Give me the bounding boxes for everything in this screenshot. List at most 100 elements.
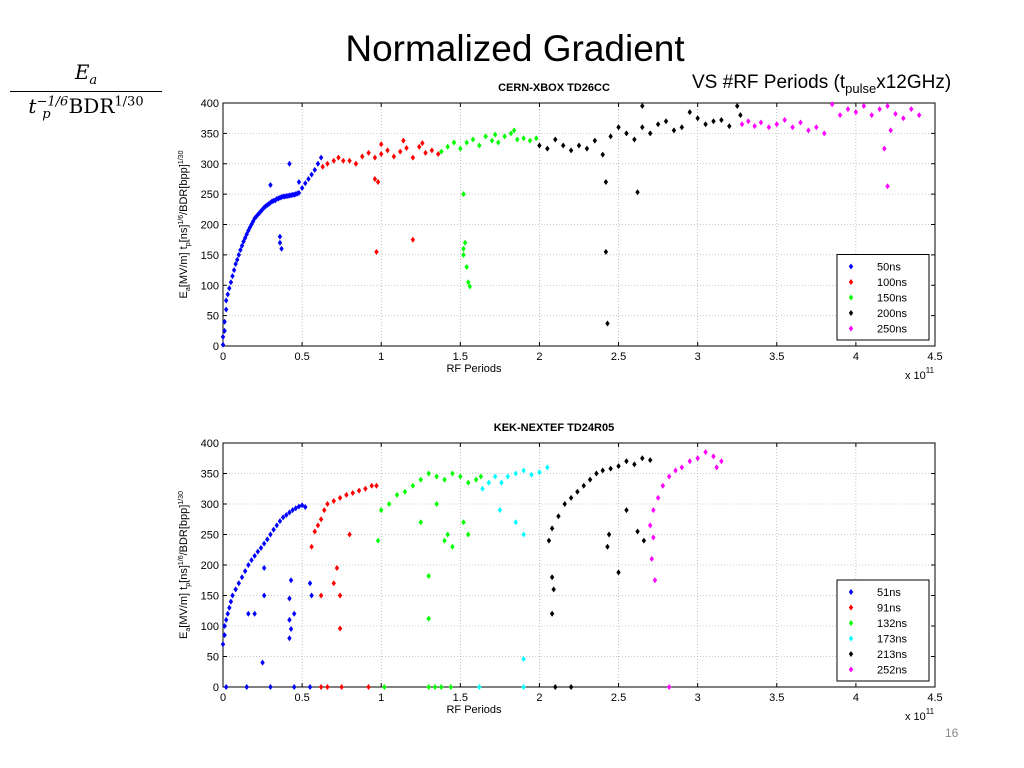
data-point: [553, 684, 558, 690]
data-point: [236, 251, 242, 258]
data-point: [581, 482, 586, 489]
x-tick-label: 0.5: [294, 692, 309, 704]
y-tick-label: 300: [201, 499, 219, 511]
legend-marker: [848, 325, 854, 332]
data-point: [673, 467, 678, 474]
data-point: [337, 494, 343, 501]
data-point: [394, 491, 400, 498]
data-point: [277, 518, 283, 525]
y-tick-label: 400: [201, 98, 219, 110]
data-point: [222, 623, 227, 629]
data-point: [549, 525, 555, 532]
data-point: [432, 684, 438, 690]
data-point: [379, 507, 384, 514]
data-point: [220, 341, 226, 348]
data-point: [790, 124, 795, 131]
data-point: [331, 157, 336, 164]
data-point: [466, 279, 471, 286]
data-point: [223, 684, 229, 690]
data-point: [222, 327, 227, 334]
data-point: [287, 160, 292, 167]
legend-marker: [848, 294, 854, 301]
data-point: [356, 487, 362, 494]
data-point: [521, 467, 526, 474]
x-tick-label: 0.5: [294, 351, 309, 363]
y-tick-label: 150: [201, 591, 219, 603]
data-point: [290, 507, 295, 514]
legend-marker: [848, 279, 854, 285]
data-point: [549, 574, 555, 581]
data-point: [687, 109, 692, 116]
data-point: [861, 103, 866, 110]
data-point: [451, 139, 457, 146]
data-point: [687, 458, 692, 465]
legend-marker: [848, 310, 854, 316]
legend-label: 132ns: [877, 618, 907, 630]
data-point: [679, 464, 685, 471]
data-point: [374, 482, 379, 489]
x-tick-label: 1.5: [453, 692, 468, 704]
x-tick-label: 2.5: [611, 692, 626, 704]
data-point: [651, 507, 656, 514]
data-point: [545, 145, 550, 152]
data-point: [461, 519, 466, 526]
slide-subtitle: VS #RF Periods (tpulsex12GHz): [692, 72, 952, 96]
data-point: [339, 684, 344, 690]
data-point: [303, 504, 308, 511]
data-point: [331, 580, 336, 587]
data-point: [546, 537, 552, 544]
data-point: [307, 684, 313, 690]
data-point: [385, 147, 390, 154]
x-axis-label: RF Periods: [446, 363, 502, 375]
data-point: [600, 151, 605, 158]
y-tick-label: 0: [213, 341, 219, 353]
data-point: [225, 291, 230, 298]
data-point: [632, 136, 637, 143]
data-point: [426, 615, 431, 622]
data-point: [605, 320, 610, 327]
data-point: [233, 260, 238, 267]
data-point: [450, 470, 455, 477]
data-point: [227, 285, 232, 292]
x-tick-label: 0: [220, 692, 226, 704]
legend-label: 200ns: [877, 308, 907, 320]
data-point: [666, 684, 672, 690]
data-point: [660, 482, 666, 489]
data-point: [853, 109, 859, 116]
data-point: [260, 659, 265, 666]
data-point: [537, 142, 542, 149]
data-point: [220, 333, 226, 340]
data-point: [478, 473, 484, 480]
x-tick-label: 1: [378, 351, 384, 363]
data-point: [220, 641, 226, 648]
y-tick-label: 350: [201, 469, 219, 481]
legend-marker: [848, 604, 854, 611]
data-point: [312, 166, 317, 173]
data-point: [511, 127, 517, 134]
data-point: [714, 464, 719, 471]
data-point: [652, 577, 658, 584]
data-point: [233, 586, 238, 593]
data-point: [252, 610, 257, 617]
data-point: [230, 592, 235, 599]
data-point: [372, 175, 378, 182]
data-point: [551, 586, 556, 593]
data-point: [223, 297, 229, 304]
data-point: [325, 684, 330, 690]
data-point: [648, 457, 653, 464]
data-point: [293, 505, 298, 512]
data-point: [489, 137, 495, 144]
data-point: [252, 552, 257, 559]
data-point: [624, 130, 629, 137]
data-point: [635, 528, 640, 535]
data-point: [429, 147, 435, 154]
data-point: [423, 149, 428, 156]
data-point: [222, 318, 227, 325]
data-point: [223, 616, 229, 623]
data-point: [249, 557, 254, 564]
data-point: [624, 507, 629, 514]
data-point: [271, 526, 276, 533]
data-point: [244, 231, 249, 238]
x-axis-label: RF Periods: [446, 704, 502, 716]
data-point: [640, 124, 645, 131]
